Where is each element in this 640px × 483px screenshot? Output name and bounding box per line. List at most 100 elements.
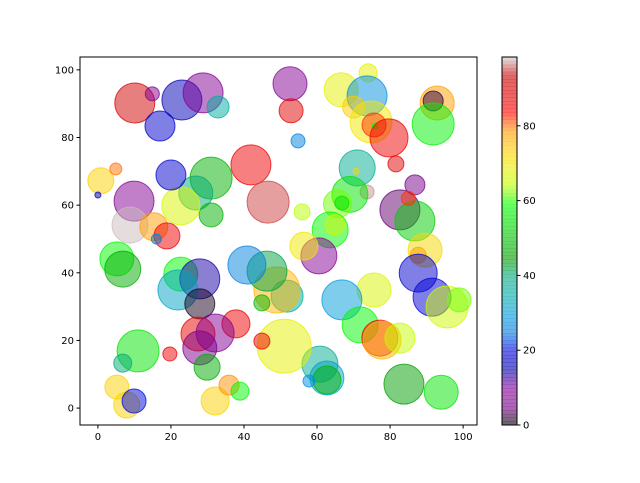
colorbar-segment (502, 185, 517, 190)
scatter-point (324, 214, 346, 236)
colorbar-segment (502, 123, 517, 128)
colorbar-segment (502, 380, 517, 385)
colorbar-segment (502, 248, 517, 253)
scatter-point (230, 381, 250, 401)
colorbar-segment (502, 373, 517, 378)
colorbar-segment (502, 344, 517, 349)
scatter-point (198, 202, 224, 228)
x-tick-label: 60 (311, 432, 324, 443)
scatter-point (155, 159, 187, 191)
colorbar-segment (502, 57, 517, 61)
y-tick-label: 60 (61, 201, 74, 212)
colorbar-segment (502, 362, 517, 367)
colorbar-segment (502, 314, 517, 319)
y-tick-label: 0 (68, 404, 74, 415)
colorbar-segment (502, 351, 517, 356)
colorbar-segment (502, 86, 517, 91)
x-tick-label: 40 (238, 432, 251, 443)
scatter-point (383, 363, 425, 405)
colorbar-segment (502, 402, 517, 407)
scatter-point (446, 287, 472, 313)
colorbar-segment (502, 303, 517, 308)
colorbar-segment (502, 270, 517, 275)
colorbar-segment (502, 259, 517, 264)
colorbar-segment (502, 384, 517, 389)
colorbar-segment (502, 152, 517, 157)
colorbar-segment (502, 413, 517, 418)
scatter-point (253, 294, 271, 312)
scatter-point (94, 191, 102, 199)
colorbar-segment (502, 160, 517, 165)
colorbar-segment (502, 163, 517, 168)
colorbar-segment (502, 82, 517, 87)
scatter-point (121, 388, 147, 414)
x-tick-label: 20 (165, 432, 178, 443)
points-layer (87, 63, 472, 419)
scatter-point (293, 203, 311, 221)
colorbar-segment (502, 130, 517, 135)
colorbar-segment (502, 134, 517, 139)
colorbar-segment (502, 108, 517, 113)
scatter-point (113, 353, 133, 373)
colorbar-segment (502, 266, 517, 271)
colorbar-segment (502, 75, 517, 80)
colorbar-segment (502, 149, 517, 153)
colorbar-segment (502, 207, 517, 212)
colorbar-segment (502, 244, 517, 249)
scatter-point (352, 167, 360, 175)
y-tick-label: 20 (61, 336, 74, 347)
colorbar-tick-label: 80 (523, 121, 536, 132)
scatter-point (161, 186, 201, 226)
colorbar-segment (502, 399, 517, 404)
scatter-point (400, 190, 416, 206)
scatter-point (423, 374, 459, 410)
scatter-point (114, 82, 156, 124)
colorbar-segment (502, 222, 517, 227)
colorbar-segment (502, 101, 517, 106)
colorbar-segment (502, 274, 517, 279)
colorbar-segment (502, 115, 517, 120)
colorbar-segment (502, 182, 517, 187)
colorbar-segment (502, 421, 517, 426)
y-tick-label: 40 (61, 268, 74, 279)
scatter-point (104, 250, 142, 288)
colorbar (501, 56, 518, 426)
scatter-point (150, 233, 162, 245)
scatter-point (312, 365, 342, 395)
scatter-point (162, 346, 178, 362)
colorbar-segment (502, 211, 517, 216)
colorbar-segment (502, 167, 517, 172)
colorbar-segment (502, 307, 517, 312)
colorbar-segment (502, 226, 517, 231)
colorbar-segment (502, 112, 517, 117)
colorbar-segment (502, 292, 517, 297)
colorbar-segment (502, 189, 517, 194)
colorbar-segment (502, 97, 517, 102)
colorbar-segment (502, 355, 517, 360)
scatter-point (144, 86, 160, 102)
colorbar-segment (502, 218, 517, 223)
colorbar-segment (502, 340, 517, 345)
y-axis: 0 20 40 60 80 100 (55, 65, 80, 415)
scatter-point (369, 118, 409, 158)
colorbar-segment (502, 321, 517, 326)
x-tick-label: 100 (454, 432, 473, 443)
scatter-point (289, 231, 319, 261)
colorbar-segment (502, 358, 517, 363)
colorbar-frame (501, 56, 518, 426)
colorbar-segment (502, 395, 517, 400)
colorbar-segment (502, 196, 517, 201)
colorbar-segment (502, 406, 517, 411)
y-tick-label: 100 (55, 65, 74, 76)
scatter-point (253, 332, 271, 350)
colorbar-segment (502, 388, 517, 393)
colorbar-segment (502, 90, 517, 95)
colorbar-segment (502, 204, 517, 209)
x-axis: 0 20 40 60 80 100 (95, 425, 473, 443)
colorbar-segment (502, 137, 517, 142)
colorbar-segment (502, 193, 517, 198)
colorbar-segment (502, 329, 517, 334)
colorbar-segment (502, 377, 517, 382)
colorbar-segment (502, 119, 517, 124)
